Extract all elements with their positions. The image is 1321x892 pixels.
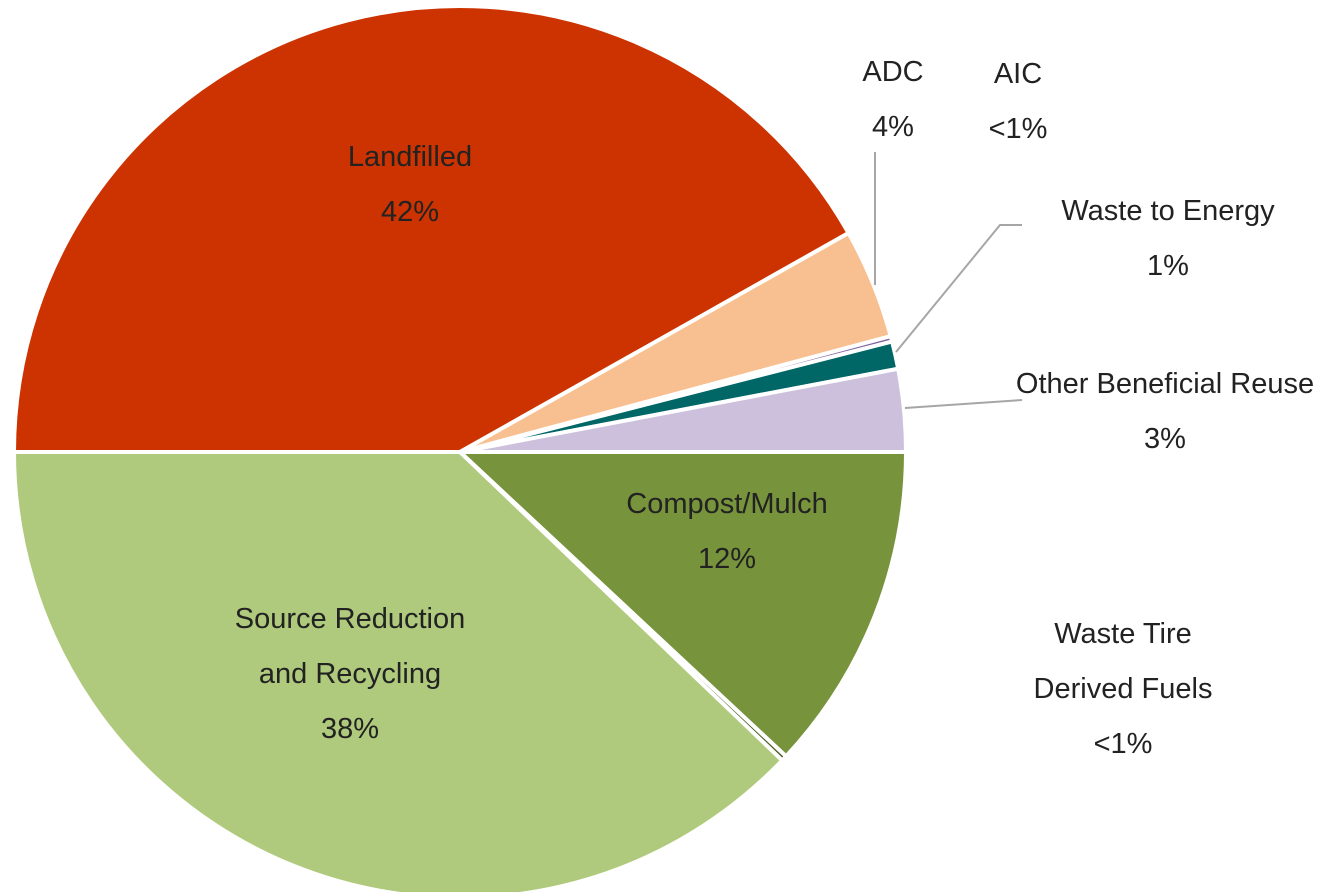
value-label: 1% (1147, 250, 1189, 282)
slice-label: Waste Tire Derived Fuels <1% (1003, 607, 1243, 772)
slice-label: Source Reduction and Recycling 38% (230, 592, 470, 757)
category-label: Other Beneficial Reuse (1015, 368, 1315, 400)
pie-slice (12, 4, 851, 454)
category-label: Waste Tire Derived Fuels (1033, 618, 1213, 705)
value-label: 4% (872, 111, 914, 143)
category-label: ADC (862, 56, 924, 88)
slice-label: Waste to Energy 1% (1018, 184, 1318, 294)
leader-line (895, 224, 1022, 353)
value-label: <1% (1093, 728, 1153, 760)
slice-label: Compost/Mulch 12% (577, 477, 877, 587)
category-label: Landfilled (347, 141, 473, 173)
slice-label: AIC <1% (958, 47, 1078, 157)
category-label: Source Reduction and Recycling (234, 603, 466, 690)
category-label: Compost/Mulch (626, 488, 828, 520)
pie (12, 4, 908, 892)
pie-slice (12, 450, 785, 892)
slice-label: Landfilled 42% (260, 130, 560, 240)
leader-lines (874, 152, 1023, 409)
slice-label: ADC 4% (833, 45, 953, 155)
value-label: <1% (988, 113, 1048, 145)
value-label: 3% (1144, 423, 1186, 455)
leader-line (904, 399, 1023, 409)
pie-slice (458, 450, 908, 759)
value-label: 38% (320, 713, 380, 745)
value-label: 42% (380, 196, 440, 228)
value-label: 12% (697, 543, 757, 575)
category-label: Waste to Energy (1061, 195, 1275, 227)
category-label: AIC (993, 58, 1043, 90)
slice-label: Other Beneficial Reuse 3% (1015, 357, 1315, 467)
